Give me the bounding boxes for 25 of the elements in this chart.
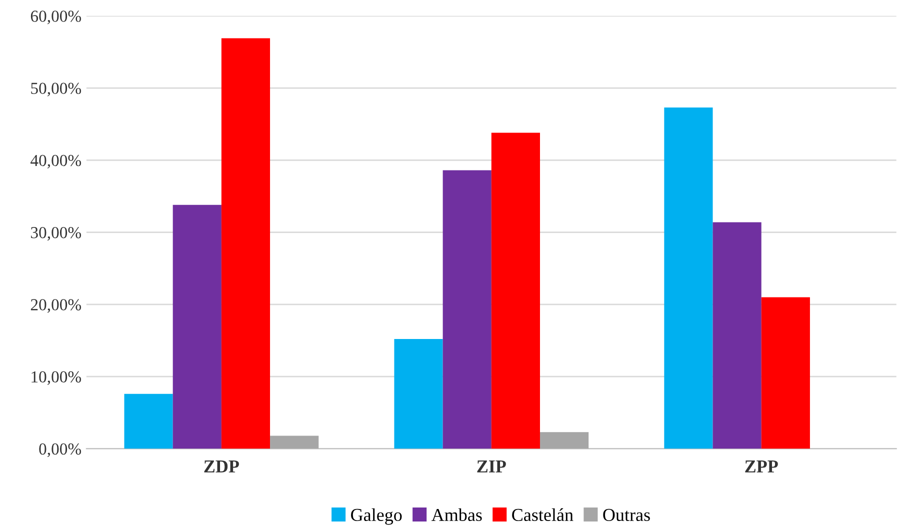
y-tick-label: 60,00%: [30, 10, 82, 24]
y-tick-label: 10,00%: [32, 371, 82, 385]
x-tick-label: ZDP: [204, 460, 239, 472]
y-tick-label: 30,00%: [31, 227, 82, 241]
x-tick-label: ZPP: [745, 460, 778, 472]
bar: [270, 436, 319, 449]
y-tick-label: 20,00%: [30, 299, 82, 313]
legend-label: Ambas: [432, 508, 482, 522]
legend-label: Outras: [603, 508, 650, 522]
y-tick-label: 40,00%: [30, 154, 82, 169]
legend-label: Castelán: [512, 508, 574, 522]
x-tick-label: ZIP: [477, 460, 506, 472]
bar: [491, 132, 540, 449]
legend-label: Galego: [351, 508, 402, 525]
bar: [664, 108, 713, 449]
bar: [394, 339, 443, 449]
y-tick-label: 0,00%: [39, 443, 82, 458]
bar: [221, 38, 270, 449]
bar: [442, 170, 492, 449]
bar: [761, 297, 810, 449]
bar: [124, 394, 173, 449]
bar: [172, 204, 222, 449]
y-tick-label: 50,00%: [31, 82, 82, 96]
bar: [540, 432, 589, 449]
bar: [712, 222, 762, 449]
